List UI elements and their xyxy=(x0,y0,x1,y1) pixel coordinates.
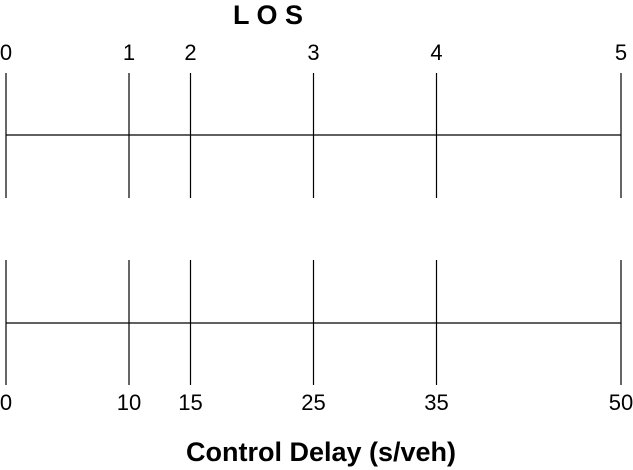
delay-tick-label: 0 xyxy=(0,390,12,415)
x-axis-label: Control Delay (s/veh) xyxy=(186,437,456,467)
diagram-title: L O S xyxy=(233,0,303,30)
delay-tick-label: 10 xyxy=(117,390,141,415)
los-tick-label: 3 xyxy=(307,40,319,65)
los-scale: 0 1 2 3 4 5 xyxy=(0,40,627,198)
delay-tick-label: 25 xyxy=(301,390,325,415)
los-tick-label: 4 xyxy=(430,40,442,65)
los-tick-label: 0 xyxy=(0,40,12,65)
delay-tick-label: 50 xyxy=(609,390,633,415)
delay-tick-label: 15 xyxy=(178,390,202,415)
delay-tick-label: 35 xyxy=(424,390,448,415)
los-tick-label: 2 xyxy=(184,40,196,65)
los-tick-label: 1 xyxy=(123,40,135,65)
delay-scale: 0 10 15 25 35 50 xyxy=(0,260,633,415)
los-tick-label: 5 xyxy=(615,40,627,65)
